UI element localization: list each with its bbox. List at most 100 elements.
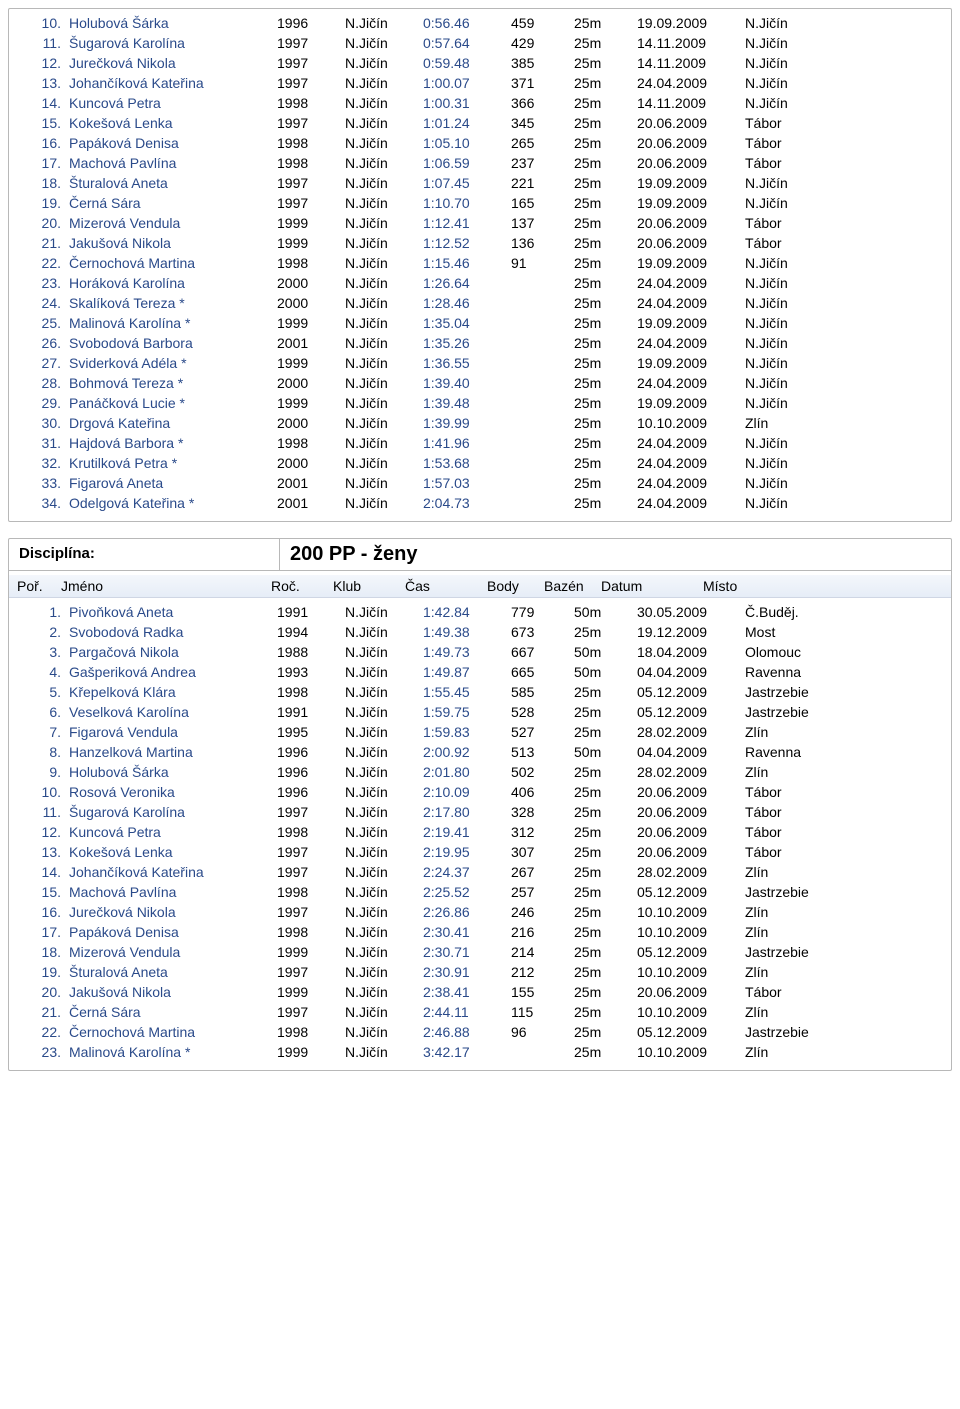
- time-cell[interactable]: 2:10.09: [419, 782, 507, 802]
- time-cell[interactable]: 1:39.99: [419, 413, 507, 433]
- time-cell[interactable]: 1:26.64: [419, 273, 507, 293]
- time-cell[interactable]: 2:26.86: [419, 902, 507, 922]
- name-cell[interactable]: Kokešová Lenka: [65, 842, 273, 862]
- time-cell[interactable]: 2:17.80: [419, 802, 507, 822]
- time-cell[interactable]: 2:19.95: [419, 842, 507, 862]
- time-cell[interactable]: 1:39.40: [419, 373, 507, 393]
- time-cell[interactable]: 1:39.48: [419, 393, 507, 413]
- time-cell[interactable]: 2:01.80: [419, 762, 507, 782]
- name-cell[interactable]: Malinová Karolína *: [65, 1042, 273, 1062]
- time-cell[interactable]: 2:38.41: [419, 982, 507, 1002]
- name-cell[interactable]: Johančíková Kateřina: [65, 73, 273, 93]
- name-cell[interactable]: Johančíková Kateřina: [65, 862, 273, 882]
- time-cell[interactable]: 2:19.41: [419, 822, 507, 842]
- time-cell[interactable]: 0:57.64: [419, 33, 507, 53]
- time-cell[interactable]: 1:35.26: [419, 333, 507, 353]
- name-cell[interactable]: Pargačová Nikola: [65, 642, 273, 662]
- name-cell[interactable]: Hajdová Barbora *: [65, 433, 273, 453]
- time-cell[interactable]: 2:24.37: [419, 862, 507, 882]
- name-cell[interactable]: Skalíková Tereza *: [65, 293, 273, 313]
- time-cell[interactable]: 1:57.03: [419, 473, 507, 493]
- name-cell[interactable]: Panáčková Lucie *: [65, 393, 273, 413]
- name-cell[interactable]: Černá Sára: [65, 193, 273, 213]
- name-cell[interactable]: Černá Sára: [65, 1002, 273, 1022]
- time-cell[interactable]: 1:55.45: [419, 682, 507, 702]
- time-cell[interactable]: 2:04.73: [419, 493, 507, 513]
- name-cell[interactable]: Bohmová Tereza *: [65, 373, 273, 393]
- time-cell[interactable]: 3:42.17: [419, 1042, 507, 1062]
- time-cell[interactable]: 1:00.07: [419, 73, 507, 93]
- name-cell[interactable]: Šturalová Aneta: [65, 173, 273, 193]
- time-cell[interactable]: 1:12.52: [419, 233, 507, 253]
- time-cell[interactable]: 1:05.10: [419, 133, 507, 153]
- name-cell[interactable]: Papáková Denisa: [65, 922, 273, 942]
- time-cell[interactable]: 1:35.04: [419, 313, 507, 333]
- name-cell[interactable]: Kokešová Lenka: [65, 113, 273, 133]
- time-cell[interactable]: 0:56.46: [419, 13, 507, 33]
- name-cell[interactable]: Malinová Karolína *: [65, 313, 273, 333]
- name-cell[interactable]: Jurečková Nikola: [65, 53, 273, 73]
- time-cell[interactable]: 1:10.70: [419, 193, 507, 213]
- time-cell[interactable]: 2:30.71: [419, 942, 507, 962]
- time-cell[interactable]: 2:30.91: [419, 962, 507, 982]
- name-cell[interactable]: Machová Pavlína: [65, 153, 273, 173]
- time-cell[interactable]: 1:41.96: [419, 433, 507, 453]
- name-cell[interactable]: Svobodová Radka: [65, 622, 273, 642]
- loc-cell: Zlín: [741, 862, 943, 882]
- name-cell[interactable]: Papáková Denisa: [65, 133, 273, 153]
- name-cell[interactable]: Figarová Aneta: [65, 473, 273, 493]
- name-cell[interactable]: Veselková Karolína: [65, 702, 273, 722]
- date-cell: 20.06.2009: [633, 982, 741, 1002]
- name-cell[interactable]: Šugarová Karolína: [65, 33, 273, 53]
- name-cell[interactable]: Kuncová Petra: [65, 822, 273, 842]
- name-cell[interactable]: Svobodová Barbora: [65, 333, 273, 353]
- time-cell[interactable]: 2:30.41: [419, 922, 507, 942]
- name-cell[interactable]: Jakušová Nikola: [65, 982, 273, 1002]
- name-cell[interactable]: Šturalová Aneta: [65, 962, 273, 982]
- time-cell[interactable]: 2:46.88: [419, 1022, 507, 1042]
- time-cell[interactable]: 1:49.87: [419, 662, 507, 682]
- time-cell[interactable]: 1:07.45: [419, 173, 507, 193]
- name-cell[interactable]: Drgová Kateřina: [65, 413, 273, 433]
- name-cell[interactable]: Odelgová Kateřina *: [65, 493, 273, 513]
- name-cell[interactable]: Jakušová Nikola: [65, 233, 273, 253]
- name-cell[interactable]: Krutilková Petra *: [65, 453, 273, 473]
- time-cell[interactable]: 1:06.59: [419, 153, 507, 173]
- name-cell[interactable]: Křepelková Klára: [65, 682, 273, 702]
- date-cell: 19.09.2009: [633, 393, 741, 413]
- name-cell[interactable]: Hanzelková Martina: [65, 742, 273, 762]
- name-cell[interactable]: Pivoňková Aneta: [65, 602, 273, 622]
- name-cell[interactable]: Kuncová Petra: [65, 93, 273, 113]
- name-cell[interactable]: Figarová Vendula: [65, 722, 273, 742]
- time-cell[interactable]: 1:59.75: [419, 702, 507, 722]
- name-cell[interactable]: Mizerová Vendula: [65, 942, 273, 962]
- name-cell[interactable]: Horáková Karolína: [65, 273, 273, 293]
- time-cell[interactable]: 1:28.46: [419, 293, 507, 313]
- time-cell[interactable]: 2:44.11: [419, 1002, 507, 1022]
- time-cell[interactable]: 1:49.73: [419, 642, 507, 662]
- time-cell[interactable]: 1:42.84: [419, 602, 507, 622]
- time-cell[interactable]: 1:12.41: [419, 213, 507, 233]
- time-cell[interactable]: 1:49.38: [419, 622, 507, 642]
- name-cell[interactable]: Černochová Martina: [65, 253, 273, 273]
- name-cell[interactable]: Šugarová Karolína: [65, 802, 273, 822]
- time-cell[interactable]: 1:01.24: [419, 113, 507, 133]
- name-cell[interactable]: Holubová Šárka: [65, 13, 273, 33]
- time-cell[interactable]: 1:53.68: [419, 453, 507, 473]
- name-cell[interactable]: Sviderková Adéla *: [65, 353, 273, 373]
- name-cell[interactable]: Gašperiková Andrea: [65, 662, 273, 682]
- name-cell[interactable]: Černochová Martina: [65, 1022, 273, 1042]
- time-cell[interactable]: 1:59.83: [419, 722, 507, 742]
- year-cell: 1997: [273, 33, 341, 53]
- name-cell[interactable]: Mizerová Vendula: [65, 213, 273, 233]
- name-cell[interactable]: Rosová Veronika: [65, 782, 273, 802]
- name-cell[interactable]: Holubová Šárka: [65, 762, 273, 782]
- time-cell[interactable]: 0:59.48: [419, 53, 507, 73]
- name-cell[interactable]: Jurečková Nikola: [65, 902, 273, 922]
- time-cell[interactable]: 1:00.31: [419, 93, 507, 113]
- time-cell[interactable]: 1:15.46: [419, 253, 507, 273]
- time-cell[interactable]: 2:25.52: [419, 882, 507, 902]
- name-cell[interactable]: Machová Pavlína: [65, 882, 273, 902]
- time-cell[interactable]: 2:00.92: [419, 742, 507, 762]
- time-cell[interactable]: 1:36.55: [419, 353, 507, 373]
